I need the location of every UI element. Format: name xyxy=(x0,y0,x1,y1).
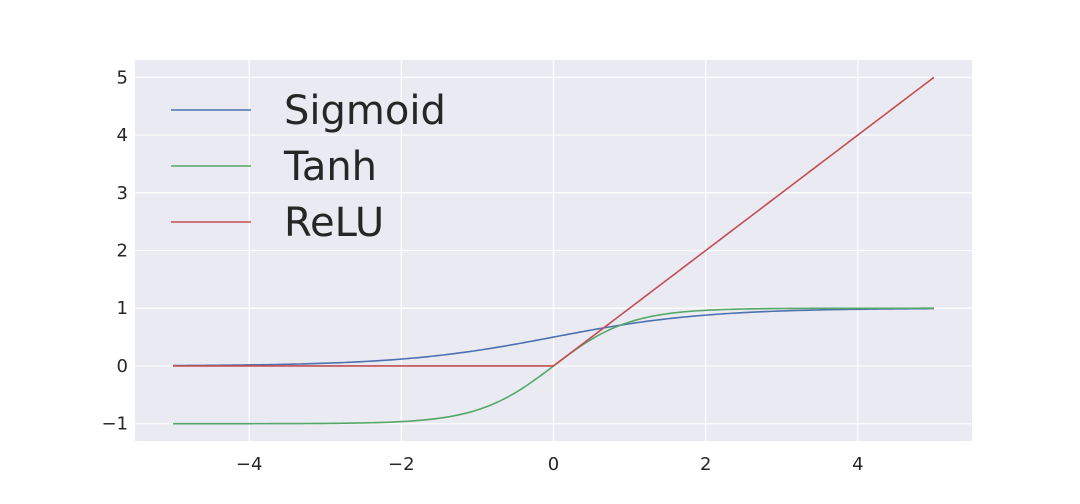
x-tick-label: 4 xyxy=(852,454,863,475)
legend-label-relu: ReLU xyxy=(284,200,384,246)
y-tick-label: 2 xyxy=(117,241,128,262)
series-lines xyxy=(173,76,935,425)
x-tick-label: −2 xyxy=(388,454,415,475)
legend-label-sigmoid: Sigmoid xyxy=(284,88,446,134)
y-tick-labels: −1 0 1 2 3 4 5 xyxy=(101,67,128,434)
y-tick-label: 4 xyxy=(117,125,128,146)
y-tick-label: 5 xyxy=(117,67,128,88)
series-line-relu xyxy=(173,76,935,367)
y-tick-label: 3 xyxy=(117,183,128,204)
x-tick-label: 2 xyxy=(700,454,711,475)
x-tick-label: −4 xyxy=(236,454,263,475)
y-tick-label: 0 xyxy=(117,356,128,377)
grid xyxy=(135,60,972,441)
y-tick-label: 1 xyxy=(117,298,128,319)
series-line-sigmoid xyxy=(173,307,934,367)
y-tick-label: −1 xyxy=(101,414,128,435)
legend: Sigmoid Tanh ReLU xyxy=(171,88,446,246)
x-tick-label: 0 xyxy=(548,454,559,475)
legend-label-tanh: Tanh xyxy=(283,144,377,190)
x-tick-labels: −4 −2 0 2 4 xyxy=(236,454,864,475)
